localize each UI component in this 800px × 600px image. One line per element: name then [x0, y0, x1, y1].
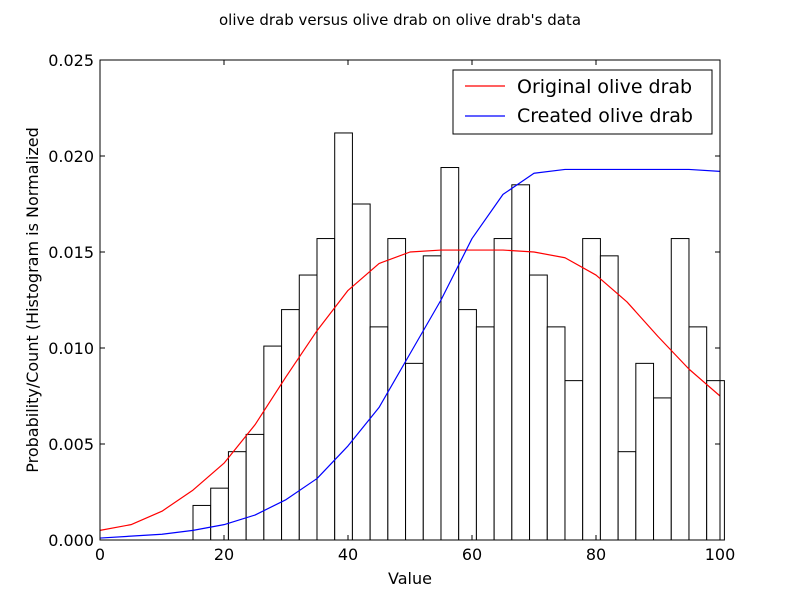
histogram-bar [387, 238, 407, 541]
histogram-bar [582, 238, 601, 541]
histogram-bar [192, 504, 212, 541]
histogram-bar [653, 397, 672, 541]
histogram-bar [546, 326, 566, 541]
y-axis-ticks: 0.000 0.005 0.010 0.015 0.020 0.025 [48, 51, 720, 550]
histogram-bar [369, 326, 389, 541]
series-line-created [99, 168, 721, 539]
y-tick-label: 0.020 [48, 147, 94, 166]
y-tick-label: 0.010 [48, 339, 94, 358]
histogram-bar [458, 309, 477, 541]
legend-box [452, 69, 713, 135]
histogram-bar [334, 132, 353, 541]
histogram-bar [422, 255, 442, 541]
x-tick-label: 60 [462, 545, 482, 564]
y-tick-label: 0.000 [48, 531, 94, 550]
plot-frame [99, 59, 721, 541]
histogram-bar [263, 345, 283, 541]
histogram-bar [351, 203, 371, 541]
histogram-bar [529, 274, 548, 541]
histogram-bar [210, 487, 229, 541]
x-axis-ticks: 0 20 40 60 80 100 [95, 60, 735, 564]
y-axis-label: Probability/Count (Histogram is Normaliz… [23, 127, 42, 473]
legend-label-created: Created olive drab [517, 105, 693, 127]
histogram-bars [192, 132, 725, 541]
y-tick-label: 0.025 [48, 51, 94, 70]
histogram-bar [440, 167, 460, 541]
histogram-bar [227, 451, 247, 541]
histogram-bar [245, 433, 265, 541]
histogram-bar [493, 238, 513, 541]
y-tick-label: 0.005 [48, 435, 94, 454]
x-tick-label: 20 [214, 545, 234, 564]
histogram-bar [298, 274, 318, 541]
histogram-bar [599, 255, 619, 541]
x-tick-label: 100 [705, 545, 736, 564]
x-axis-label: Value [388, 569, 432, 588]
histogram-bar [617, 451, 637, 541]
distribution-lines [99, 168, 721, 539]
y-tick-label: 0.015 [48, 243, 94, 262]
histogram-bar [670, 238, 690, 541]
histogram-bar [405, 362, 424, 541]
histogram-bar [281, 309, 300, 541]
x-tick-label: 40 [338, 545, 358, 564]
series-line-original [99, 249, 721, 531]
histogram-bar [635, 362, 655, 541]
histogram-bar [706, 380, 725, 541]
histogram-bar [316, 238, 336, 541]
histogram-bar [511, 184, 531, 541]
histogram-bar [475, 326, 495, 541]
histogram-bar [688, 326, 708, 541]
x-tick-label: 80 [586, 545, 606, 564]
chart-title: olive drab versus olive drab on olive dr… [219, 11, 581, 29]
legend-label-original: Original olive drab [517, 76, 692, 98]
x-tick-label: 0 [95, 545, 105, 564]
histogram-bar [564, 380, 584, 541]
legend: Original olive drab Created olive drab [452, 69, 713, 135]
